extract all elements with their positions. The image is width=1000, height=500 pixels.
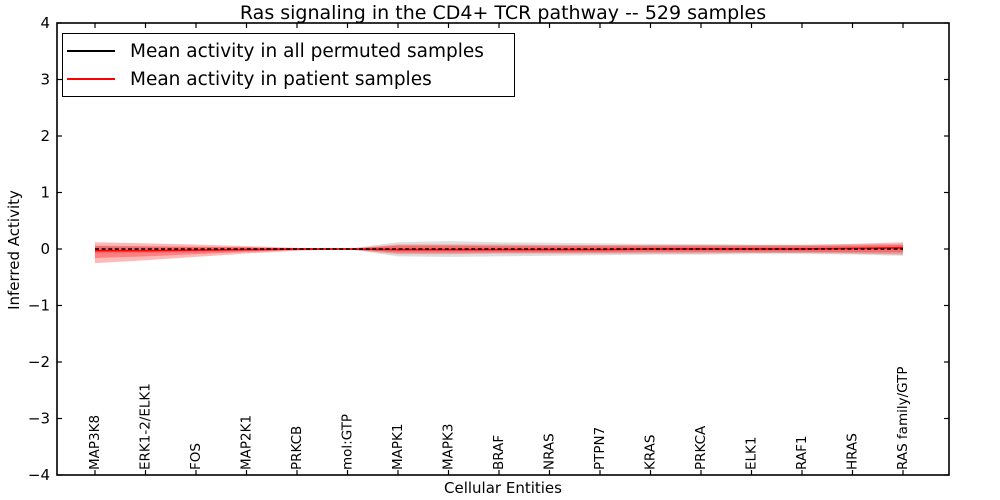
x-tick-label: HRAS	[845, 433, 861, 470]
x-tick-label: PTPN7	[592, 427, 608, 470]
legend-entry-patient: Mean activity in patient samples	[63, 65, 514, 93]
x-tick-label: ELK1	[744, 437, 760, 471]
legend-label: Mean activity in all permuted samples	[130, 40, 484, 62]
y-tick-label: 0	[40, 240, 50, 258]
y-axis-label: Inferred Activity	[5, 190, 23, 310]
x-tick-label: MAPK3	[441, 424, 457, 470]
y-tick-label: −2	[28, 353, 50, 371]
x-tick-label: MAPK1	[390, 424, 406, 470]
x-tick-label: KRAS	[643, 435, 659, 471]
y-tick-label: −3	[28, 410, 50, 428]
x-tick-label: BRAF	[491, 435, 507, 470]
y-tick-label: 3	[40, 71, 50, 89]
y-tick-label: −4	[28, 466, 50, 484]
x-tick-label: mol:GTP	[340, 414, 356, 470]
x-tick-label: RAF1	[794, 436, 810, 470]
permuted-line-sample	[67, 50, 115, 52]
legend-entry-permuted: Mean activity in all permuted samples	[63, 37, 514, 65]
y-tick-label: 4	[40, 14, 50, 32]
x-tick-label: RAS family/GTP	[895, 366, 911, 470]
x-tick-label: FOS	[188, 443, 204, 470]
y-tick-label: 2	[40, 127, 50, 145]
patient-band-outer	[95, 242, 903, 264]
x-axis-label: Cellular Entities	[444, 479, 562, 497]
x-tick-label: MAP3K8	[87, 415, 103, 470]
legend: Mean activity in all permuted samples Me…	[62, 33, 515, 97]
x-tick-label: PRKCA	[693, 425, 709, 470]
patient-line-sample	[67, 78, 115, 80]
y-tick-label: 1	[40, 184, 50, 202]
x-tick-label: MAP2K1	[239, 415, 255, 470]
x-tick-label: NRAS	[542, 433, 558, 470]
legend-label: Mean activity in patient samples	[130, 68, 432, 90]
y-tick-label: −1	[28, 297, 50, 315]
chart-title: Ras signaling in the CD4+ TCR pathway --…	[239, 2, 767, 24]
x-tick-label: PRKCB	[289, 426, 305, 470]
x-tick-label: ERK1-2/ELK1	[138, 383, 154, 470]
